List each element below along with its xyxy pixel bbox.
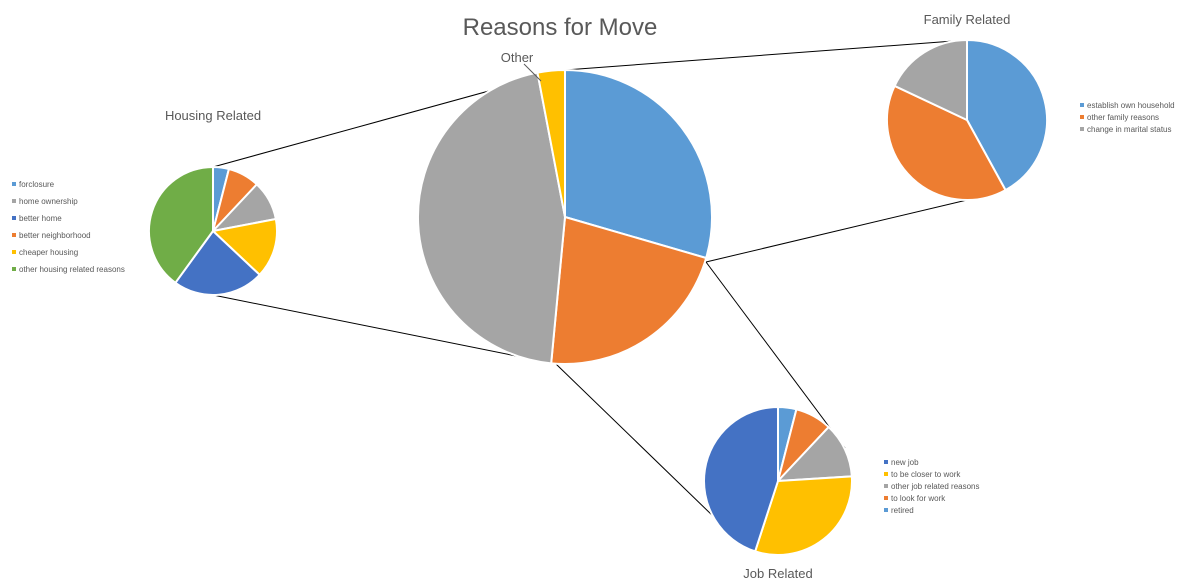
job-legend: new job to be closer to work other job rel… [884, 458, 980, 515]
job-legend-label-other-job-related-reasons: other job related reasons [891, 482, 980, 491]
housing-legend-swatch-home-ownership [12, 199, 16, 203]
family-legend-label-change-in-marital-status: change in marital status [1087, 125, 1172, 134]
housing-legend-swatch-forclosure [12, 182, 16, 186]
family-legend-label-other-family-reasons: other family reasons [1087, 113, 1159, 122]
job-legend-label-retired: retired [891, 506, 914, 515]
other-slice-leader-line [523, 63, 542, 82]
job-legend-label-to-be-closer-to-work: to be closer to work [891, 470, 961, 479]
housing-legend-swatch-other-housing-related-reasons [12, 267, 16, 271]
housing-slice-cheaper-housing [173, 229, 262, 296]
housing-legend-swatch-better-neighborhood [12, 233, 16, 237]
job-legend-swatch-other-job-related-reasons [884, 484, 888, 488]
housing-legend-label-forclosure: forclosure [19, 180, 55, 189]
job-slice-to-be-closer-to-work [753, 475, 853, 556]
housing-slice-better-neighborhood [210, 217, 279, 277]
job-legend-swatch-to-look-for-work [884, 496, 888, 500]
job-legend-swatch-to-be-closer-to-work [884, 472, 888, 476]
housing-related-pie [148, 165, 279, 296]
main-slice-family-related [564, 68, 713, 260]
family-chart-title: Family Related [924, 12, 1011, 27]
job-related-pie [703, 405, 853, 556]
job-slice-new-job [703, 405, 779, 553]
connector-family-bottom [705, 199, 968, 263]
family-slice-establish-own-household [966, 38, 1048, 192]
main-pie [417, 68, 713, 365]
family-legend: establish own household other family reas… [1080, 101, 1175, 134]
family-legend-swatch-change-in-marital-status [1080, 127, 1084, 131]
job-legend-label-new-job: new job [891, 458, 919, 467]
family-legend-swatch-establish-own-household [1080, 103, 1084, 107]
housing-legend-swatch-cheaper-housing [12, 250, 16, 254]
housing-legend-label-home-ownership: home ownership [19, 197, 78, 206]
main-slice-other [536, 68, 566, 218]
connector-housing-bottom [212, 294, 557, 365]
job-legend-swatch-retired [884, 508, 888, 512]
housing-legend: forclosure home ownership better home bette… [12, 180, 125, 274]
main-chart-title: Reasons for Move [463, 14, 658, 41]
housing-legend-label-better-home: better home [19, 214, 62, 223]
connector-family-top [564, 39, 968, 71]
housing-chart-title: Housing Related [165, 108, 261, 123]
family-slice-other-family-reasons [886, 84, 1007, 201]
housing-legend-swatch-better-home [12, 216, 16, 220]
main-slice-job-related [550, 215, 708, 365]
family-legend-swatch-other-family-reasons [1080, 115, 1084, 119]
job-legend-swatch-new-job [884, 460, 888, 464]
main-slice-housing-related [417, 71, 567, 365]
housing-legend-label-other-housing-related-reasons: other housing related reasons [19, 265, 125, 274]
other-slice-label: Other [501, 50, 534, 65]
family-related-pie [886, 38, 1048, 201]
housing-legend-label-cheaper-housing: cheaper housing [19, 248, 78, 257]
job-legend-label-to-look-for-work: to look for work [891, 494, 946, 503]
family-legend-label-establish-own-household: establish own household [1087, 101, 1175, 110]
family-slice-change-in-marital-status [893, 38, 968, 122]
job-chart-title: Job Related [743, 566, 812, 580]
housing-legend-label-better-neighborhood: better neighborhood [19, 231, 91, 240]
connector-job-top [705, 261, 846, 449]
housing-slice-other-housing-related-reasons [148, 165, 214, 285]
